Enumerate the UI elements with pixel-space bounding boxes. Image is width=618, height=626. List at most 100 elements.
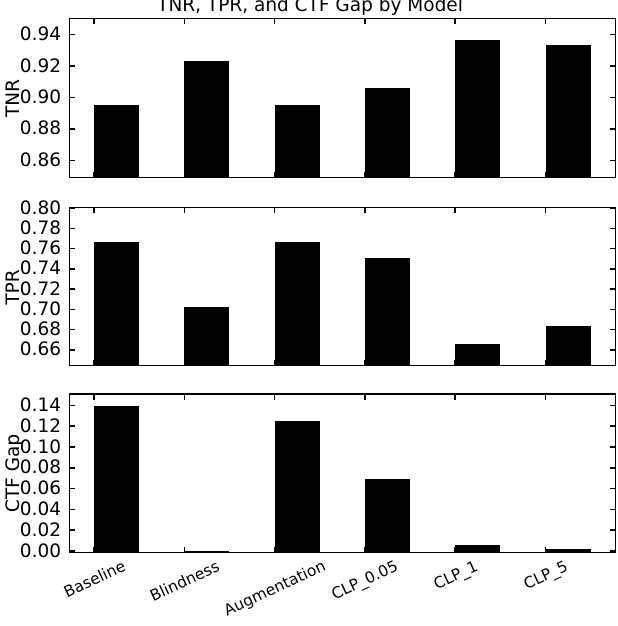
y-tick-label: 0.80 xyxy=(19,197,61,219)
x-tick-mark xyxy=(364,547,366,552)
y-tick-label: 0.14 xyxy=(19,394,61,416)
x-tick-label-blindness: Blindness xyxy=(146,556,223,605)
x-tick-mark xyxy=(544,395,547,400)
y-tick-label: 0.00 xyxy=(19,540,61,562)
x-tick-mark xyxy=(273,208,276,213)
y-tick-label: 0.12 xyxy=(19,415,61,437)
bar-clp_0.05 xyxy=(364,479,410,552)
y-tick-label: 0.06 xyxy=(19,477,61,499)
y-tick-mark xyxy=(70,349,75,351)
y-tick-mark xyxy=(610,207,615,209)
y-tick-label: 0.88 xyxy=(19,118,61,140)
y-tick-mark xyxy=(610,159,615,162)
x-tick-mark xyxy=(544,172,547,177)
x-tick-mark xyxy=(454,172,456,177)
y-tick-mark xyxy=(70,308,75,311)
x-tick-mark xyxy=(454,395,456,400)
x-tick-mark xyxy=(364,19,366,24)
y-tick-mark xyxy=(610,96,615,99)
y-tick-label: 0.76 xyxy=(19,237,61,259)
y-tick-label: 0.04 xyxy=(19,498,61,520)
y-tick-label: 0.02 xyxy=(19,519,61,541)
bar-clp_1 xyxy=(455,343,501,365)
y-tick-mark xyxy=(610,268,615,270)
y-tick-mark xyxy=(610,446,615,448)
x-tick-label-clp_5: CLP_5 xyxy=(520,556,571,593)
x-tick-mark xyxy=(544,208,547,213)
x-tick-label-augmentation: Augmentation xyxy=(221,557,329,620)
bar-clp_1 xyxy=(455,40,501,177)
bar-clp_1 xyxy=(455,544,501,552)
y-tick-mark xyxy=(610,487,615,490)
subplot-tnr xyxy=(69,18,616,178)
x-tick-mark xyxy=(364,395,366,400)
y-tick-mark xyxy=(70,550,75,552)
bar-augmentation xyxy=(274,104,320,177)
bar-baseline xyxy=(94,242,139,365)
y-tick-mark xyxy=(70,446,75,448)
bar-augmentation xyxy=(274,420,320,552)
x-tick-mark xyxy=(273,547,276,552)
subplot-ctf-gap xyxy=(69,393,616,553)
y-tick-mark xyxy=(70,227,75,229)
x-tick-mark xyxy=(454,547,456,552)
y-tick-mark xyxy=(610,65,615,67)
x-tick-mark xyxy=(93,547,95,552)
y-tick-mark xyxy=(70,288,75,290)
bar-baseline xyxy=(94,104,139,177)
x-tick-mark xyxy=(454,360,456,365)
x-tick-label-clp_0.05: CLP_0.05 xyxy=(329,556,402,604)
y-tick-label: 0.72 xyxy=(19,278,61,300)
x-tick-mark xyxy=(364,208,366,213)
y-tick-mark xyxy=(70,529,75,531)
x-tick-mark xyxy=(93,208,95,213)
y-tick-mark xyxy=(70,268,75,270)
y-tick-mark xyxy=(610,308,615,311)
x-tick-mark xyxy=(183,172,186,177)
y-tick-mark xyxy=(610,227,615,229)
x-tick-mark xyxy=(454,19,456,24)
y-tick-label: 0.08 xyxy=(19,457,61,479)
y-tick-mark xyxy=(70,467,75,469)
x-tick-mark xyxy=(183,547,186,552)
y-tick-mark xyxy=(70,65,75,67)
bar-baseline xyxy=(94,406,139,552)
x-tick-mark xyxy=(93,395,95,400)
x-tick-label-baseline: Baseline xyxy=(60,557,128,602)
bar-blindness xyxy=(184,307,230,365)
y-tick-mark xyxy=(610,404,615,407)
chart-title: TNR, TPR, and CTF Gap by Model xyxy=(157,0,463,16)
y-tick-mark xyxy=(70,128,75,130)
y-tick-mark xyxy=(70,33,75,36)
x-tick-label-clp_1: CLP_1 xyxy=(430,556,481,593)
bar-clp_5 xyxy=(545,548,591,552)
bar-clp_5 xyxy=(545,325,591,365)
y-tick-label: 0.70 xyxy=(19,298,61,320)
subplot-tpr xyxy=(69,207,616,366)
y-tick-label: 0.86 xyxy=(19,149,61,171)
bar-augmentation xyxy=(274,242,320,365)
x-tick-mark xyxy=(273,172,276,177)
y-tick-mark xyxy=(610,550,615,552)
x-tick-mark xyxy=(183,19,186,24)
y-tick-label: 0.66 xyxy=(19,339,61,361)
x-tick-mark xyxy=(273,395,276,400)
x-tick-mark xyxy=(544,19,547,24)
y-tick-mark xyxy=(70,508,75,511)
y-tick-mark xyxy=(610,128,615,130)
y-tick-mark xyxy=(610,33,615,36)
bar-blindness xyxy=(184,551,230,552)
y-tick-label: 0.92 xyxy=(19,55,61,77)
y-tick-mark xyxy=(70,247,75,250)
x-tick-mark xyxy=(93,360,95,365)
y-tick-label: 0.90 xyxy=(19,86,61,108)
x-tick-mark xyxy=(183,395,186,400)
y-tick-label: 0.10 xyxy=(19,436,61,458)
bar-blindness xyxy=(184,60,230,177)
x-tick-mark xyxy=(183,360,186,365)
y-tick-label: 0.94 xyxy=(19,23,61,45)
y-tick-mark xyxy=(610,328,615,331)
bar-clp_5 xyxy=(545,45,591,177)
bar-clp_0.05 xyxy=(364,257,410,365)
